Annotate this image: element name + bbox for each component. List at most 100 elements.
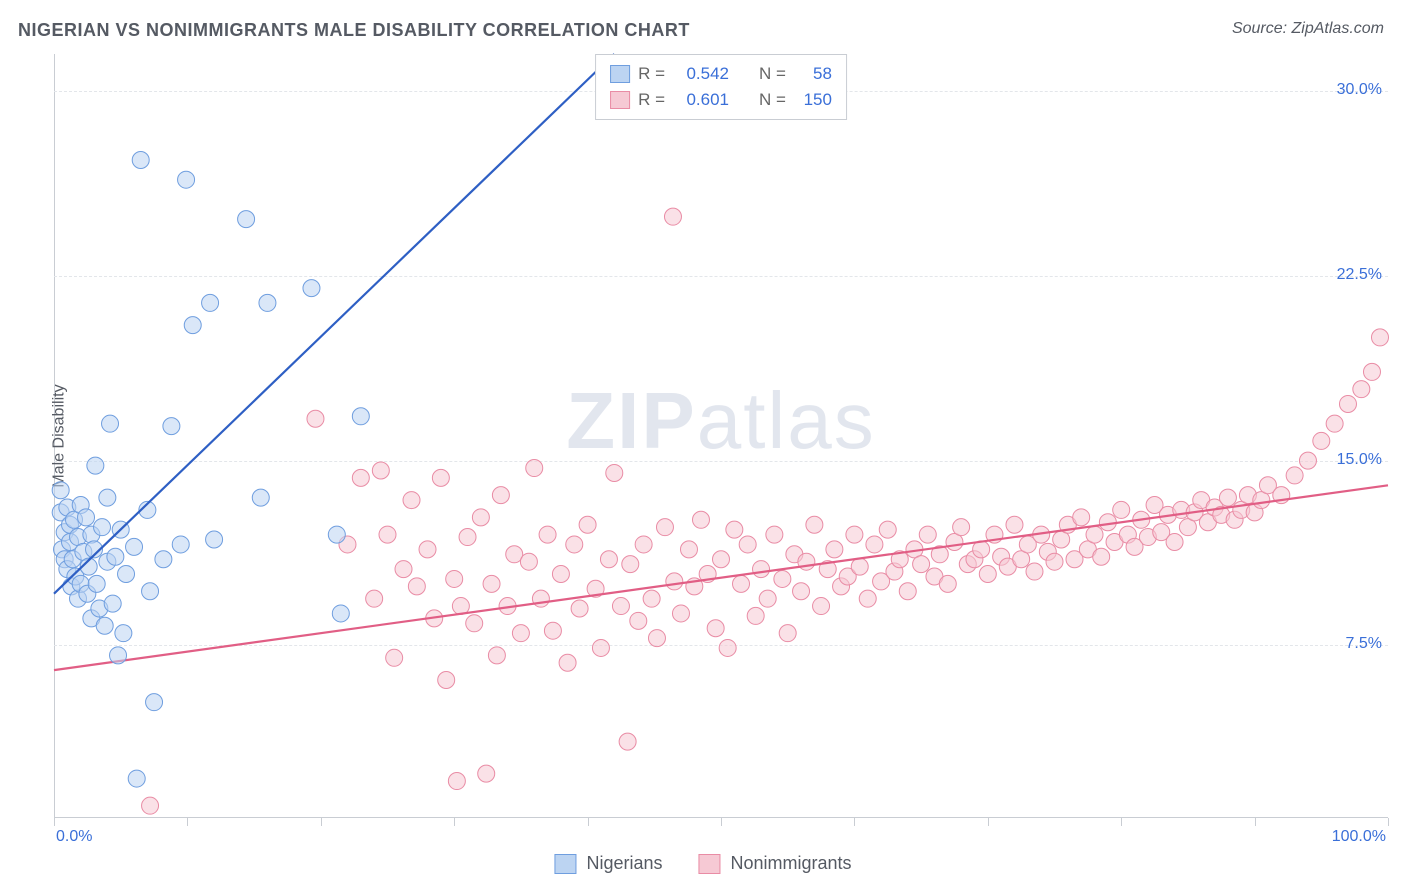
nonimmigrants-point	[747, 607, 764, 624]
n-label: N =	[759, 87, 786, 113]
nonimmigrants-point	[859, 590, 876, 607]
nonimmigrants-point	[1371, 329, 1388, 346]
x-axis-min-label: 0.0%	[56, 828, 92, 846]
nonimmigrants-point	[142, 797, 159, 814]
nigerians-point	[155, 551, 172, 568]
nigerians-point	[259, 294, 276, 311]
nigerians-point	[99, 489, 116, 506]
nigerians-point	[328, 526, 345, 543]
nigerians-point	[107, 548, 124, 565]
nigerians-point	[128, 770, 145, 787]
nonimmigrants-point	[379, 526, 396, 543]
y-tick-label: 22.5%	[1337, 266, 1382, 284]
nonimmigrants-point	[1313, 432, 1330, 449]
nonimmigrants-point	[766, 526, 783, 543]
nonimmigrants-point	[1166, 533, 1183, 550]
x-tick	[988, 818, 989, 826]
nonimmigrants-point	[692, 511, 709, 528]
nonimmigrants-point	[719, 639, 736, 656]
nonimmigrants-point	[600, 551, 617, 568]
legend-item-nigerians: Nigerians	[554, 853, 662, 874]
nonimmigrants-point	[408, 578, 425, 595]
n-value-nonimmigrants: 150	[794, 87, 832, 113]
nigerians-point	[102, 415, 119, 432]
nonimmigrants-point	[656, 519, 673, 536]
x-tick	[1121, 818, 1122, 826]
x-tick	[1255, 818, 1256, 826]
nonimmigrants-point	[539, 526, 556, 543]
nonimmigrants-point	[1006, 516, 1023, 533]
r-value-nigerians: 0.542	[673, 61, 729, 87]
nonimmigrants-point	[478, 765, 495, 782]
swatch-nigerians-icon	[610, 65, 630, 83]
x-tick	[187, 818, 188, 826]
nonimmigrants-point	[526, 460, 543, 477]
nonimmigrants-point	[512, 625, 529, 642]
swatch-nonimmigrants-icon	[699, 854, 721, 874]
y-tick-label: 30.0%	[1337, 81, 1382, 99]
nonimmigrants-point	[446, 570, 463, 587]
nonimmigrants-point	[826, 541, 843, 558]
x-tick	[54, 818, 55, 826]
stats-row-nonimmigrants: R = 0.601 N = 150	[610, 87, 832, 113]
nonimmigrants-point	[1299, 452, 1316, 469]
nonimmigrants-point	[483, 575, 500, 592]
nonimmigrants-point	[919, 526, 936, 543]
x-tick	[721, 818, 722, 826]
nonimmigrants-point	[466, 615, 483, 632]
nigerians-point	[202, 294, 219, 311]
nonimmigrants-point	[630, 612, 647, 629]
nonimmigrants-point	[793, 583, 810, 600]
stats-legend: R = 0.542 N = 58 R = 0.601 N = 150	[595, 54, 847, 120]
nonimmigrants-point	[939, 575, 956, 592]
nonimmigrants-point	[1046, 553, 1063, 570]
nonimmigrants-point	[1086, 526, 1103, 543]
nonimmigrants-point	[559, 654, 576, 671]
nigerians-point	[184, 317, 201, 334]
nonimmigrants-point	[899, 583, 916, 600]
nonimmigrants-point	[492, 487, 509, 504]
nonimmigrants-point	[759, 590, 776, 607]
nigerians-point	[163, 418, 180, 435]
stats-row-nigerians: R = 0.542 N = 58	[610, 61, 832, 87]
nigerians-point	[172, 536, 189, 553]
nigerians-point	[88, 575, 105, 592]
nigerians-point	[94, 519, 111, 536]
y-tick-label: 7.5%	[1346, 635, 1382, 653]
nigerians-point	[303, 280, 320, 297]
nigerians-point	[142, 583, 159, 600]
nonimmigrants-point	[419, 541, 436, 558]
nigerians-point	[146, 694, 163, 711]
nonimmigrants-point	[403, 492, 420, 509]
series-legend: Nigerians Nonimmigrants	[554, 853, 851, 874]
nonimmigrants-point	[713, 551, 730, 568]
x-tick	[854, 818, 855, 826]
nigerians-point	[78, 509, 95, 526]
nonimmigrants-point	[813, 598, 830, 615]
x-tick	[321, 818, 322, 826]
nigerians-point	[104, 595, 121, 612]
nonimmigrants-point	[726, 521, 743, 538]
chart-title: NIGERIAN VS NONIMMIGRANTS MALE DISABILIT…	[18, 20, 690, 41]
nonimmigrants-point	[806, 516, 823, 533]
nonimmigrants-point	[666, 573, 683, 590]
x-tick	[454, 818, 455, 826]
nonimmigrants-point	[352, 469, 369, 486]
nigerians-trendline	[54, 54, 614, 594]
x-tick	[1388, 818, 1389, 826]
nonimmigrants-point	[635, 536, 652, 553]
nonimmigrants-point	[879, 521, 896, 538]
nonimmigrants-point	[1026, 563, 1043, 580]
nonimmigrants-point	[851, 558, 868, 575]
legend-label-nonimmigrants: Nonimmigrants	[731, 853, 852, 873]
legend-label-nigerians: Nigerians	[586, 853, 662, 873]
nonimmigrants-point	[386, 649, 403, 666]
nonimmigrants-point	[664, 208, 681, 225]
nonimmigrants-point	[1363, 363, 1380, 380]
nigerians-point	[206, 531, 223, 548]
nigerians-point	[96, 617, 113, 634]
nigerians-point	[126, 538, 143, 555]
nonimmigrants-point	[438, 671, 455, 688]
nonimmigrants-point	[739, 536, 756, 553]
nonimmigrants-point	[612, 598, 629, 615]
